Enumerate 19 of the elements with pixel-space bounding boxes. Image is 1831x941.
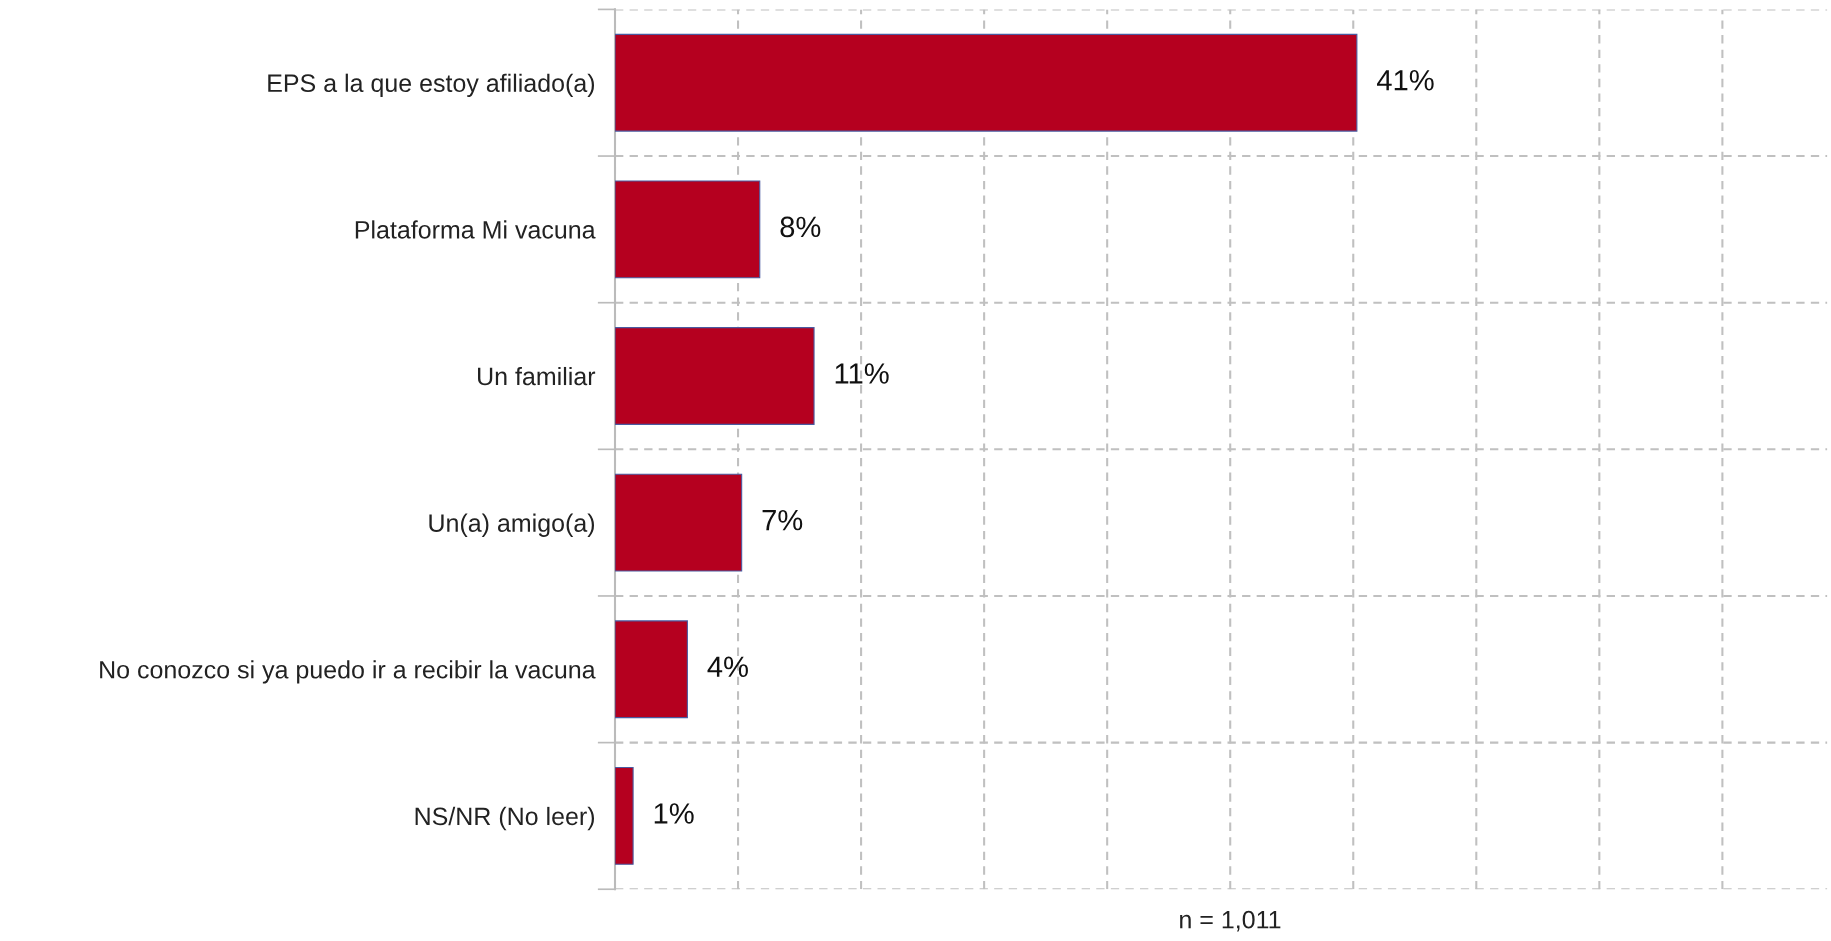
bar: [615, 180, 761, 279]
y-tick-label: Un(a) amigo(a): [429, 513, 595, 537]
data-label: 11%: [835, 363, 889, 384]
text: n = 1,011: [1180, 910, 1281, 932]
data-label: 1%: [654, 803, 694, 824]
bar: [615, 473, 743, 572]
y-tick-label: Un familiar: [478, 366, 596, 386]
bar: [615, 620, 688, 719]
bar: [615, 766, 634, 865]
y-tick-label: EPS a la que estoy afiliado(a): [268, 73, 595, 97]
bar: [615, 327, 815, 425]
y-tick-label: Plataforma Mi vacuna: [355, 220, 596, 239]
bar: [615, 33, 1358, 132]
data-label: 41%: [1376, 70, 1434, 91]
y-tick-label: NS/NR (No leer): [415, 806, 595, 831]
data-label: 7%: [762, 509, 803, 531]
data-label: 4%: [707, 656, 748, 677]
y-tick-label: No conozco si ya puedo ir a recibir la vacuna: [100, 660, 596, 684]
data-label: 8%: [780, 216, 821, 238]
